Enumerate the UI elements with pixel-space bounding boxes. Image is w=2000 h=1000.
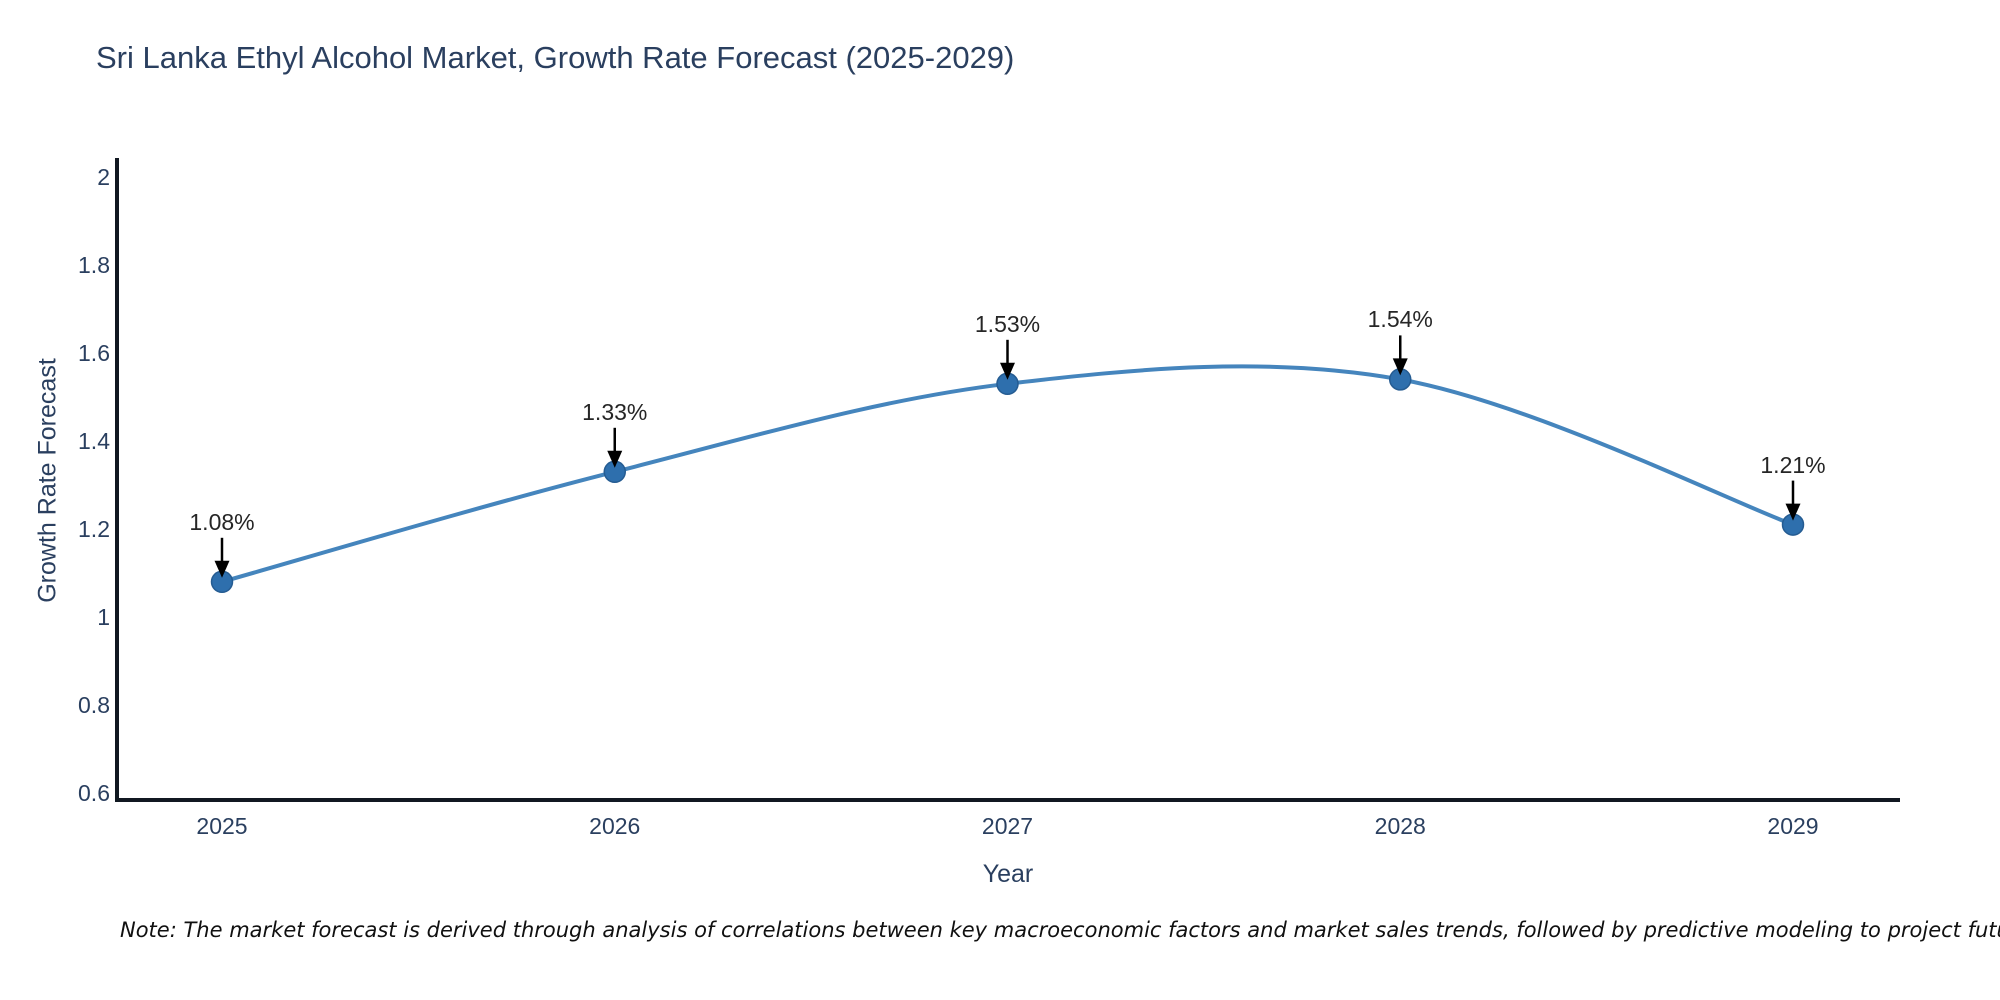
y-tick-label-1.2: 1.2 [78, 516, 110, 542]
x-tick-label-2025: 2025 [196, 813, 248, 839]
annotation-arrow-head [607, 450, 623, 468]
point-label-2029: 1.21% [1760, 451, 1826, 478]
footnote: Note: The market forecast is derived thr… [120, 918, 2000, 942]
y-tick-label-1: 1 [97, 604, 110, 630]
x-tick-label-2027: 2027 [981, 813, 1034, 839]
annotation-arrow-head [1000, 362, 1015, 380]
x-axis-title: Year [982, 860, 1034, 888]
y-tick-label-0.6: 0.6 [78, 780, 110, 806]
y-tick-label-1.6: 1.6 [78, 340, 110, 366]
x-tick-label-2029: 2029 [1767, 813, 1819, 839]
annotation-arrow-head [1392, 358, 1408, 376]
annotation-arrow-head [214, 560, 230, 578]
y-tick-label-1.8: 1.8 [78, 252, 110, 278]
annotation-arrow-head [1785, 503, 1801, 521]
point-label-2028: 1.54% [1367, 306, 1433, 333]
y-tick-label-1.4: 1.4 [78, 428, 110, 454]
chart-title: Sri Lanka Ethyl Alcohol Market, Growth R… [96, 40, 1015, 75]
x-tick-label-2028: 2028 [1374, 813, 1426, 839]
x-tick-label-2026: 2026 [589, 813, 641, 839]
point-label-2026: 1.33% [582, 398, 648, 425]
y-tick-label-2: 2 [97, 164, 110, 190]
axis-lines [115, 158, 1900, 802]
y-tick-label-0.8: 0.8 [78, 692, 110, 718]
forecast-line [220, 364, 1795, 584]
point-label-2025: 1.08% [189, 508, 255, 535]
point-label-2027: 1.53% [974, 310, 1041, 337]
